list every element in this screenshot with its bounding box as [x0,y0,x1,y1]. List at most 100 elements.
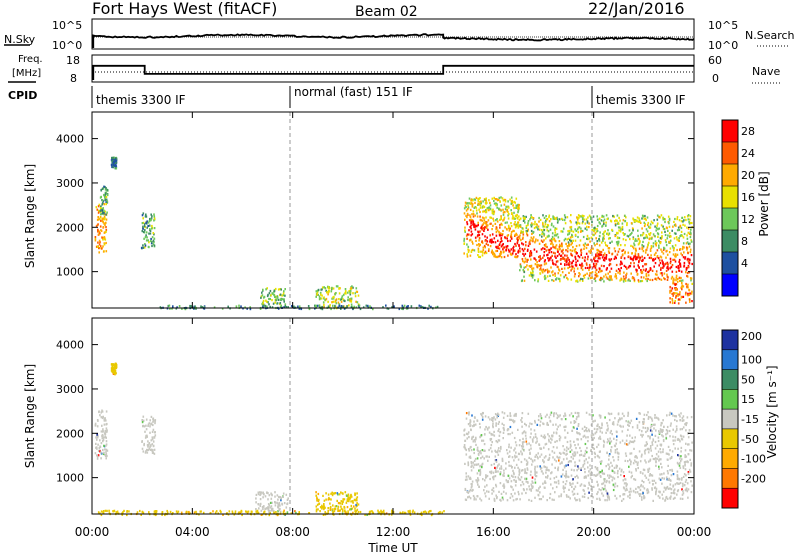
power-echo-point [354,295,357,298]
power-echo-point [620,260,622,263]
power-echo-point [634,254,637,257]
power-echo-point [561,243,563,246]
velocity-echo-point [589,477,592,480]
velocity-echo-point [616,472,619,475]
velocity-echo-point [494,468,497,471]
power-echo-point [544,223,547,226]
velocity-echo-point [614,451,617,454]
power-y-axis-label: Slant Range [km] [23,164,37,268]
velocity-echo-point [622,498,625,501]
power-echo-point [642,250,645,253]
power-echo-point [621,262,623,265]
velocity-echo-point [561,461,563,464]
velocity-echo-point [598,414,601,417]
power-echo-point [106,193,109,197]
power-echo-point [532,231,534,234]
power-echo-point [558,245,561,248]
power-echo-point [581,268,584,271]
power-echo-point [578,275,580,278]
velocity-echo-point [602,439,605,442]
power-echo-point [488,199,490,202]
velocity-echo-point [657,455,660,458]
velocity-echo-point [517,428,519,431]
velocity-echo-point [596,454,599,457]
power-echo-point [536,226,538,229]
power-echo-point [353,305,355,308]
velocity-echo-point [605,481,608,484]
power-echo-point [524,260,526,263]
velocity-echo-point [559,424,561,427]
power-echo-point [508,250,510,253]
power-echo-point [669,291,671,294]
velocity-echo-point [666,470,669,473]
velocity-echo-point [148,442,151,445]
power-echo-point [465,206,467,209]
power-echo-point [593,233,595,237]
velocity-echo-point [623,414,625,418]
velocity-echo-point [523,489,525,492]
power-echo-point [265,305,268,308]
velocity-echo-point [596,469,599,472]
velocity-echo-point [105,457,107,460]
power-echo-point [629,279,631,282]
velocity-echo-point [625,420,627,423]
velocity-echo-point [412,509,414,512]
velocity-echo-point [185,510,188,513]
velocity-echo-point [486,455,488,458]
power-echo-point [616,243,619,246]
velocity-echo-point [596,473,599,476]
power-echo-point [664,278,666,281]
power-echo-point [678,239,680,242]
power-echo-point [676,216,679,219]
velocity-echo-point [105,427,108,430]
power-echo-point [485,209,487,212]
power-echo-point [475,224,477,227]
power-echo-point [607,229,609,232]
velocity-echo-point [670,488,673,491]
power-echo-point [95,245,98,248]
power-echo-point [566,245,569,248]
power-echo-point [169,307,171,310]
velocity-echo-point [558,451,561,455]
velocity-echo-point [105,436,107,439]
power-echo-point [655,226,658,230]
velocity-echo-point [553,458,556,461]
velocity-echo-point [513,436,516,440]
power-echo-point [487,243,489,247]
power-echo-point [466,216,468,219]
velocity-echo-point [662,490,665,493]
power-echo-point [617,226,620,229]
velocity-echo-point [494,475,497,478]
velocity-echo-point [682,492,685,495]
velocity-echo-point [479,450,482,453]
velocity-echo-point [516,455,518,458]
velocity-echo-point [489,447,492,450]
power-echo-point [261,306,264,309]
velocity-echo-point [347,494,349,498]
velocity-echo-point [604,499,606,502]
velocity-echo-point [650,474,653,477]
velocity-echo-point [653,427,655,430]
power-echo-point [527,258,529,261]
power-echo-point [647,270,649,274]
power-echo-point [566,257,569,260]
power-echo-point [512,229,514,232]
power-echo-point [635,268,637,271]
velocity-echo-point [152,419,155,422]
power-echo-point [153,233,155,236]
velocity-echo-point [345,510,347,513]
velocity-echo-point [576,427,578,430]
power-echo-point [669,301,671,304]
power-echo-point [658,239,660,242]
velocity-echo-point [355,505,358,508]
velocity-echo-point [595,430,598,434]
velocity-echo-point [488,455,490,458]
velocity-echo-point [679,415,681,418]
power-echo-point [619,230,622,233]
velocity-echo-point [672,473,675,476]
velocity-echo-point [601,492,603,495]
velocity-echo-point [631,436,634,439]
velocity-echo-point [342,500,344,503]
velocity-echo-point [102,434,104,438]
velocity-echo-point [539,447,541,450]
